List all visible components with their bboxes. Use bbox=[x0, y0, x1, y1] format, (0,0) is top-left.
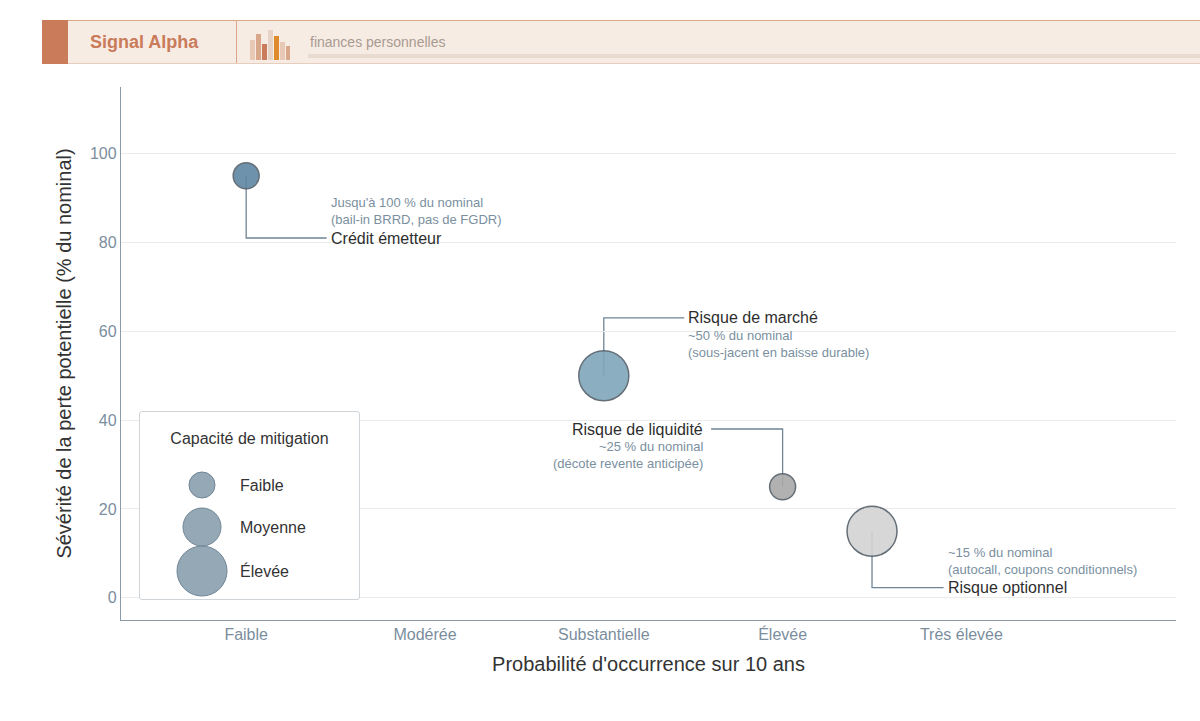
svg-text:Substantielle: Substantielle bbox=[558, 626, 650, 643]
svg-text:Élevée: Élevée bbox=[758, 625, 807, 643]
svg-text:Crédit émetteur: Crédit émetteur bbox=[331, 230, 442, 247]
svg-text:Risque de marché: Risque de marché bbox=[688, 309, 818, 326]
svg-text:40: 40 bbox=[99, 412, 117, 429]
html-text:finances personnelles: finances personnelles bbox=[310, 34, 446, 50]
svg-text:0: 0 bbox=[108, 589, 117, 606]
svg-text:100: 100 bbox=[90, 145, 117, 162]
svg-text:~50 % du nominal(sous-jacent e: ~50 % du nominal(sous-jacent en baisse d… bbox=[688, 328, 869, 360]
svg-text:60: 60 bbox=[99, 323, 117, 340]
svg-text:Moyenne: Moyenne bbox=[240, 519, 306, 536]
svg-text:Risque optionnel: Risque optionnel bbox=[948, 579, 1067, 596]
svg-text:~25 % du nominal(décote revent: ~25 % du nominal(décote revente anticipé… bbox=[553, 439, 703, 471]
svg-text:Faible: Faible bbox=[240, 477, 284, 494]
html-text:Capacité de mitigation: Capacité de mitigation bbox=[170, 430, 329, 447]
svg-text:Très élevée: Très élevée bbox=[920, 626, 1003, 643]
svg-text:80: 80 bbox=[99, 234, 117, 251]
svg-text:Élevée: Élevée bbox=[240, 562, 289, 580]
svg-text:20: 20 bbox=[99, 501, 117, 518]
svg-text:Probabilité d'occurrence sur 1: Probabilité d'occurrence sur 10 ans bbox=[492, 653, 805, 675]
html-text:Signal Alpha: Signal Alpha bbox=[90, 32, 199, 52]
svg-text:~15 % du nominal(autocall, cou: ~15 % du nominal(autocall, coupons condi… bbox=[948, 545, 1137, 577]
svg-text:Faible: Faible bbox=[224, 626, 268, 643]
svg-text:Sévérité de la perte potentiel: Sévérité de la perte potentielle (% du n… bbox=[53, 148, 75, 558]
svg-text:Jusqu'à 100 % du nominal(bail-: Jusqu'à 100 % du nominal(bail-in BRRD, p… bbox=[331, 195, 502, 227]
svg-text:Risque de liquidité: Risque de liquidité bbox=[572, 421, 703, 438]
svg-text:Modérée: Modérée bbox=[393, 626, 456, 643]
